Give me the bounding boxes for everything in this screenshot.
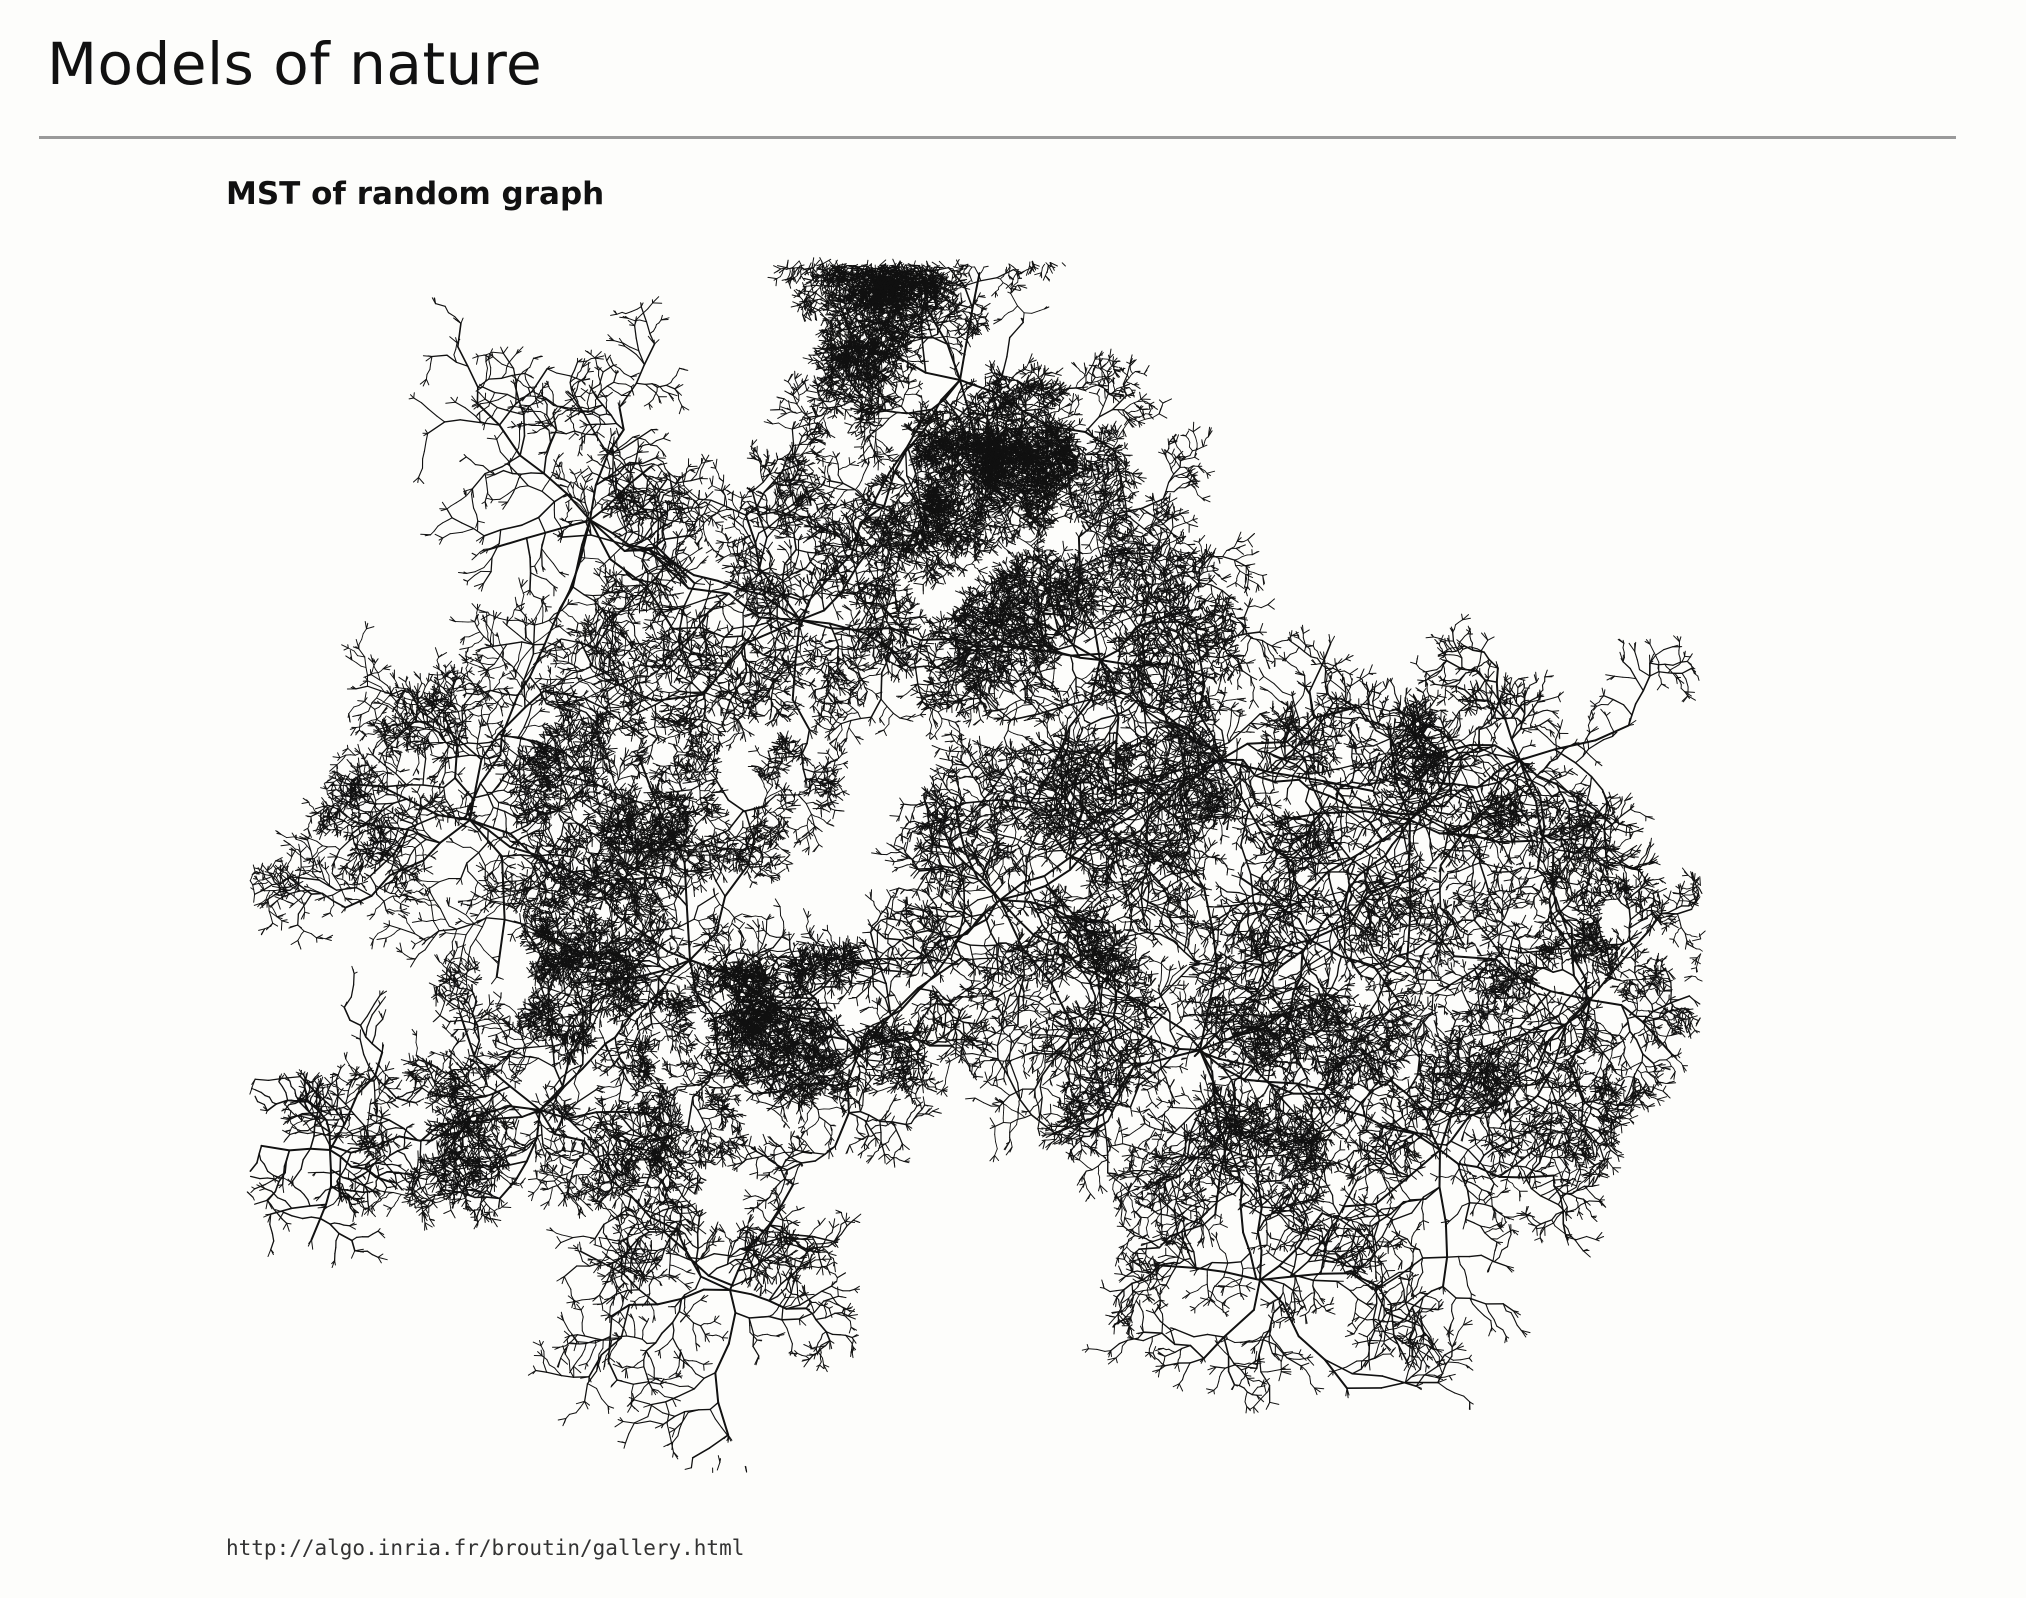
- tree-edge: [1052, 513, 1058, 515]
- tree-edge: [964, 424, 967, 425]
- tree-branches: [247, 258, 1705, 1473]
